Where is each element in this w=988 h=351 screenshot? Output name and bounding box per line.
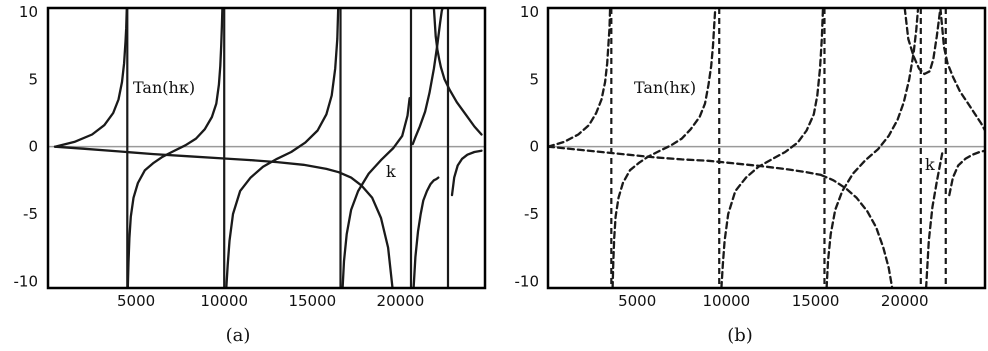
series-1-curve-0 (53, 145, 252, 162)
x-tick-label: 5000 (618, 292, 656, 310)
x-tick-label: 20000 (881, 292, 929, 310)
series-1-curve-3 (432, 8, 483, 136)
series-1-curve-2 (903, 8, 942, 76)
series-0-curve-2 (720, 8, 825, 288)
y-tick-label: 0 (529, 138, 539, 156)
panel-a: 5000 10000 15000 20000 10 5 0 -5 -10 Tan(hκ) k (a) (14, 3, 487, 346)
panel-b: 5000 10000 15000 20000 10 5 0 -5 -10 Tan(hκ) k (b) (515, 3, 987, 346)
series-0-curve-5 (450, 149, 483, 197)
series-0-curve-3 (341, 97, 411, 288)
series-0-curve-1 (611, 8, 717, 288)
y-tick-label: 10 (520, 3, 539, 21)
series-0-curve-0 (548, 8, 612, 148)
plot-frame (546, 6, 987, 290)
series-0-curve-3 (825, 8, 920, 288)
annotation-tan: Tan(hκ) (634, 78, 696, 97)
y-tick-label: 0 (28, 138, 38, 156)
x-tick-label: 20000 (377, 292, 425, 310)
x-tick-label: 15000 (288, 292, 336, 310)
series-1-curve-0 (548, 145, 823, 177)
series-0-curve-2 (225, 8, 340, 288)
annotation-k: k (386, 162, 396, 181)
series-0-curve-4 (924, 152, 944, 288)
series-0-curve-0 (53, 8, 128, 148)
x-tick-label: 10000 (200, 292, 248, 310)
x-tick-label: 10000 (703, 292, 751, 310)
series-0-curve-1 (126, 8, 224, 288)
y-tick-label: -5 (23, 205, 38, 223)
y-tick-label: 5 (28, 70, 38, 88)
panel-caption: (b) (727, 325, 753, 346)
panel-caption: (a) (226, 325, 251, 346)
y-tick-label: -5 (524, 205, 539, 223)
series-1-curve-2 (412, 176, 440, 288)
y-tick-label: -10 (515, 272, 540, 290)
y-tick-label: 10 (19, 3, 38, 21)
series-1-curve-1 (249, 158, 394, 288)
series-0-curve-5 (948, 149, 985, 197)
plot-frame (46, 6, 487, 290)
series-1-curve-1 (819, 173, 894, 288)
annotation-tan: Tan(hκ) (133, 78, 195, 97)
series-0-curve-4 (411, 8, 444, 146)
y-tick-label: 5 (529, 70, 539, 88)
y-tick-label: -10 (14, 272, 39, 290)
annotation-k: k (925, 155, 935, 174)
series-1-curve-3 (939, 8, 985, 132)
x-tick-label: 15000 (792, 292, 840, 310)
x-tick-label: 5000 (117, 292, 155, 310)
